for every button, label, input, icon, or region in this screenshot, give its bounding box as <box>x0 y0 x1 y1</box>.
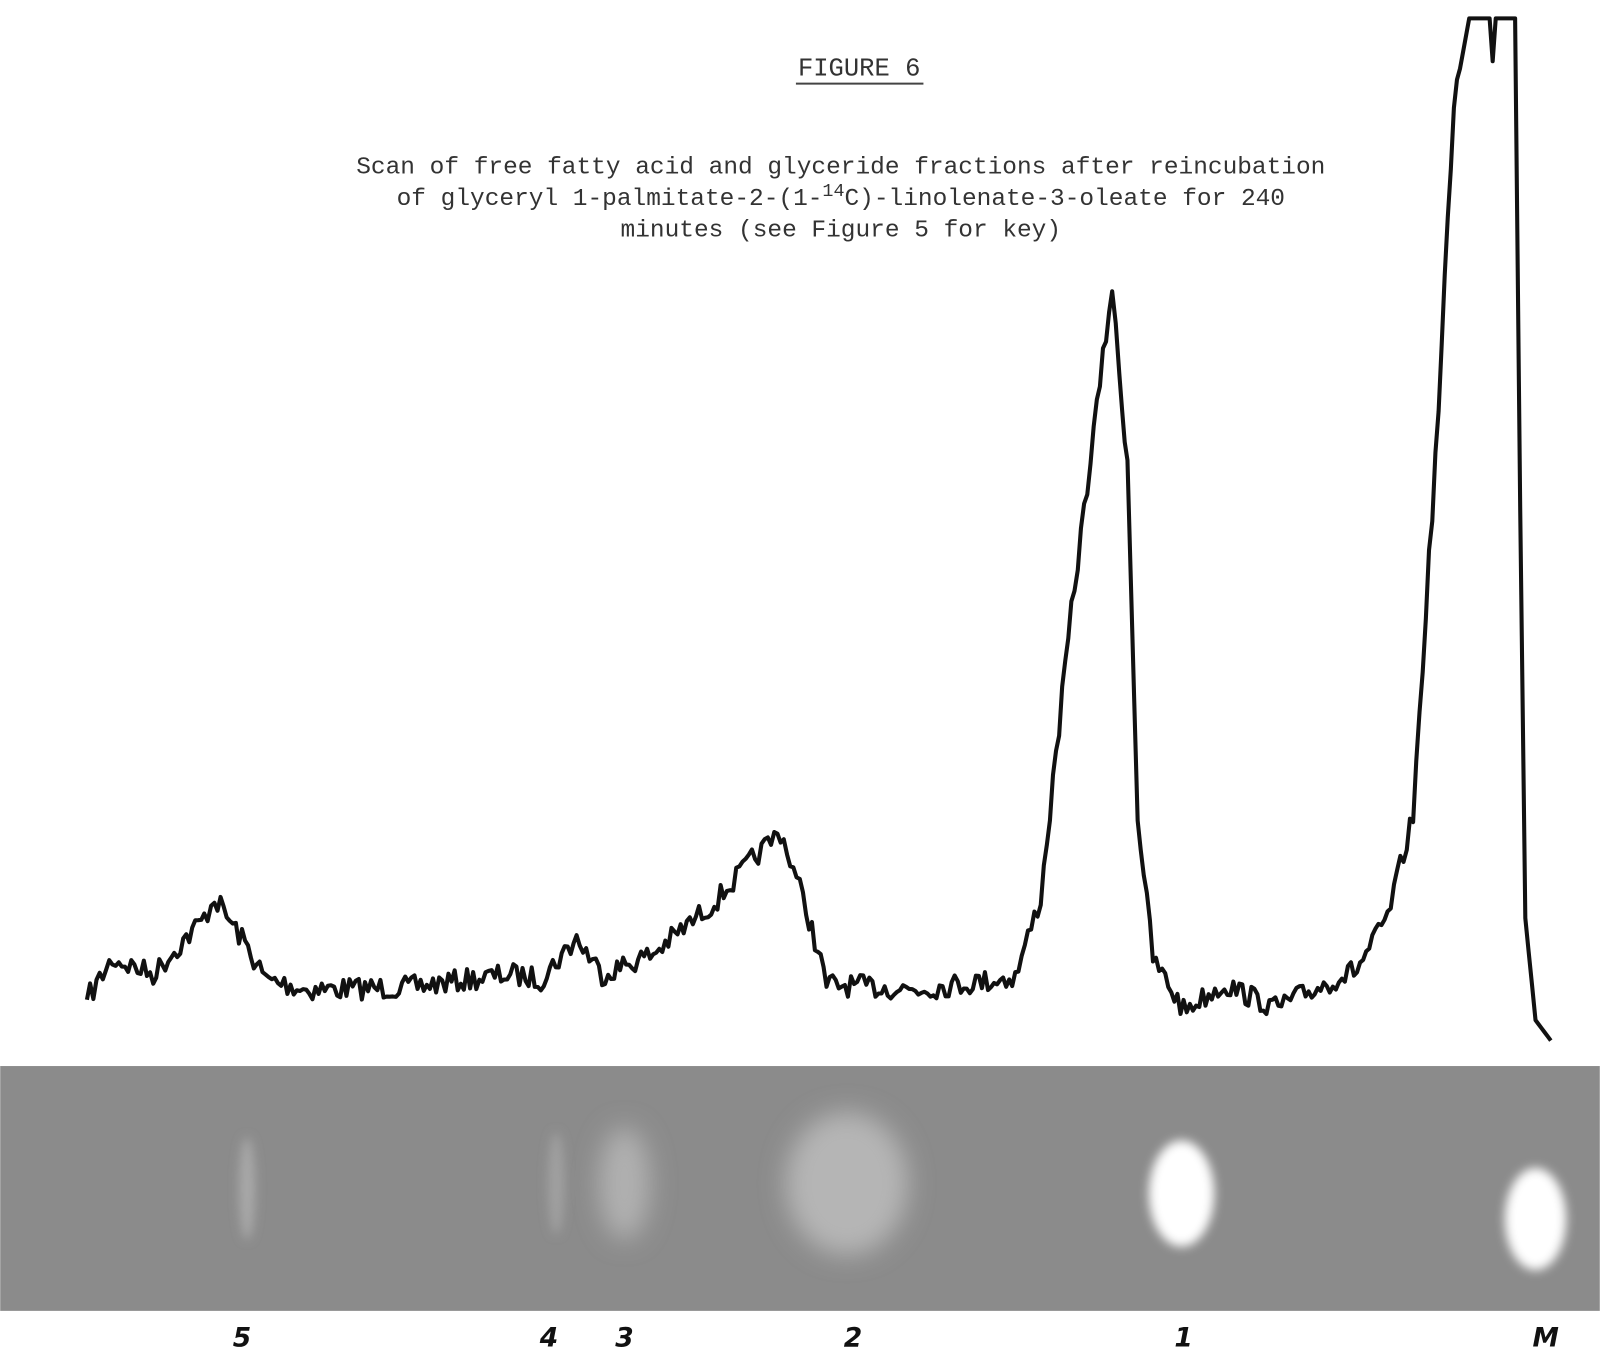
lane-labels: 5 4 3 2 1 M <box>233 1323 1559 1354</box>
figure: FIGURE 6 Scan of free fatty acid and gly… <box>0 0 1600 1368</box>
superscript: 14 <box>822 181 844 202</box>
caption: Scan of free fatty acid and glyceride fr… <box>356 154 1325 244</box>
caption-line: of glyceryl 1-palmitate-2-(1-14C)-linole… <box>397 181 1285 213</box>
spot <box>1505 1168 1566 1270</box>
tlc-strip <box>0 1066 1600 1311</box>
spot <box>786 1112 908 1255</box>
lane-label: 4 <box>539 1323 558 1354</box>
lane-label: 2 <box>844 1323 862 1354</box>
caption-text: Scan of free fatty acid and glyceride fr… <box>356 154 1325 181</box>
lane-label: 5 <box>233 1323 251 1354</box>
page: {"figure": { "label": "FIGURE 6", "capti… <box>0 0 1600 1368</box>
spot <box>1149 1141 1214 1247</box>
spot <box>239 1137 255 1239</box>
caption-text: of glyceryl 1-palmitate-2-(1- <box>397 186 823 213</box>
lane-label: M <box>1533 1323 1559 1354</box>
figure-label: FIGURE 6 <box>798 54 920 83</box>
spot <box>599 1127 650 1239</box>
lane-label: 1 <box>1174 1323 1192 1354</box>
caption-line: Scan of free fatty acid and glyceride fr… <box>356 154 1325 181</box>
lane-label: 3 <box>615 1323 633 1354</box>
spot <box>548 1132 564 1234</box>
caption-line: minutes (see Figure 5 for key) <box>621 218 1062 245</box>
caption-text: minutes (see Figure 5 for key) <box>621 218 1062 245</box>
caption-text: C)-linolenate-3-oleate for 240 <box>844 186 1285 213</box>
